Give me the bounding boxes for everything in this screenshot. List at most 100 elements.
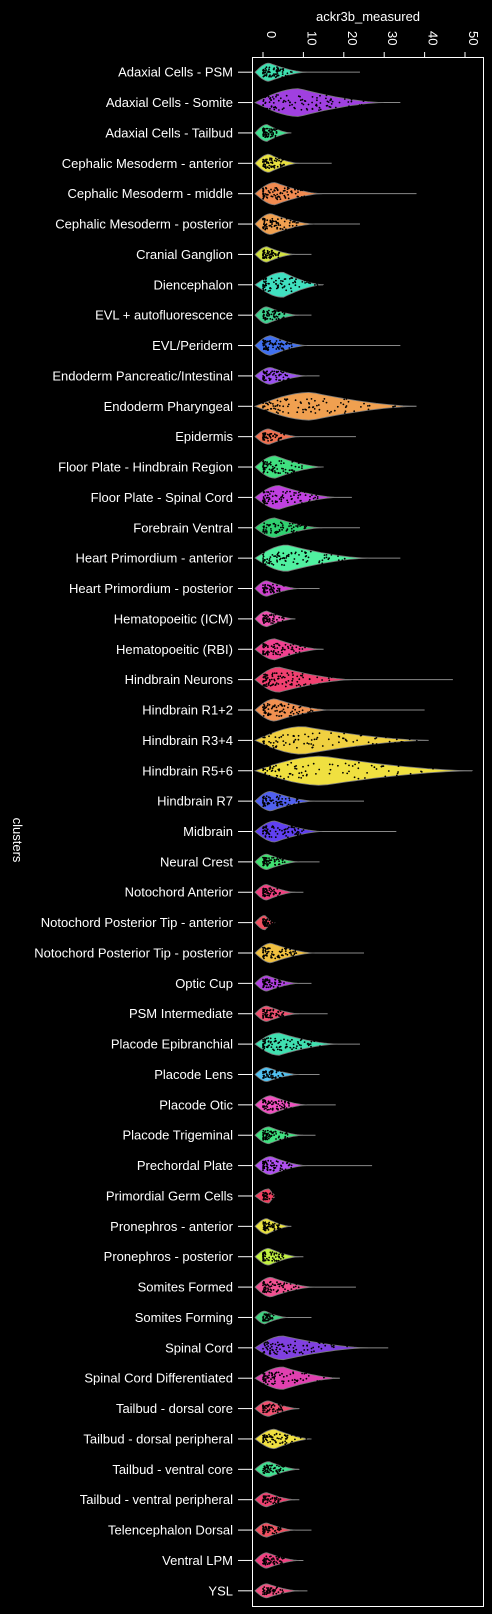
data-point [274,524,277,526]
data-point [277,1014,280,1016]
data-point [263,1131,266,1133]
data-point [266,502,269,505]
data-point [284,828,287,830]
data-point [290,551,293,554]
data-point [390,402,392,404]
data-point [272,747,275,749]
data-point [302,829,305,831]
data-point [263,1281,265,1284]
data-point [315,773,317,775]
data-point [269,436,272,439]
data-point [264,1101,267,1104]
data-point [345,550,347,552]
data-point [265,466,268,469]
data-point [323,684,326,687]
data-point [286,1130,289,1132]
category-label: Tailbud - ventral peripheral [80,1492,233,1507]
data-point [296,195,299,198]
data-point [262,1467,265,1470]
data-point [293,650,295,652]
data-point [462,762,465,765]
data-point [317,1341,320,1344]
data-point [294,1285,297,1288]
data-point [272,346,274,349]
data-point [301,712,304,715]
data-point [269,556,272,558]
data-point [306,109,309,111]
data-point [289,1046,292,1049]
data-point [316,676,319,679]
data-point [264,1378,266,1380]
data-point [281,683,284,685]
data-point [301,1352,304,1355]
data-point [307,704,309,707]
data-point [282,1285,284,1287]
category-label: YSL [208,1583,233,1598]
data-point [273,108,276,111]
data-point [301,550,303,552]
data-point [282,1382,285,1385]
data-point [273,74,276,77]
data-point [309,460,312,463]
data-point [278,109,280,111]
data-point [262,918,264,921]
data-point [331,1345,333,1348]
data-point [285,947,287,949]
violin-group [254,726,429,755]
data-point [278,405,281,407]
data-point [268,401,271,404]
data-point [272,502,274,505]
data-point [275,1592,278,1595]
data-point [274,957,277,960]
data-point [272,1048,274,1051]
data-point [265,1381,267,1384]
violin-group [254,517,360,539]
data-point [262,1070,264,1073]
data-point [338,741,340,744]
data-point [272,802,275,804]
violin-group [254,698,425,722]
data-point [311,101,313,104]
data-point [270,922,273,925]
violin-group [254,820,397,843]
data-point [264,980,267,983]
data-point [266,471,269,474]
data-point [279,1433,281,1436]
data-point [306,1349,309,1351]
data-point [269,531,272,534]
data-point [305,774,308,777]
data-point [275,1014,277,1017]
data-point [279,472,281,474]
data-point [276,559,278,562]
data-point [265,1011,268,1014]
data-point [268,254,271,256]
data-point [307,556,310,559]
data-point [272,1289,275,1291]
data-point [283,584,285,587]
data-point [271,1532,274,1535]
data-point [290,469,293,471]
data-point [277,1075,280,1077]
data-point [264,1467,266,1470]
data-point [262,460,264,463]
data-point [262,553,265,556]
violin-group [254,1366,340,1390]
data-point [298,1351,301,1354]
data-point [279,981,282,983]
data-point [350,98,353,101]
data-point [287,501,289,504]
data-point [290,472,293,474]
data-point [315,491,318,494]
data-point [275,774,278,777]
data-point [271,1075,274,1077]
data-point [272,1226,275,1229]
data-point [281,1255,284,1258]
data-point [281,950,283,953]
data-point [328,763,331,766]
data-point [279,803,282,805]
data-point [320,289,322,291]
violin-group [254,88,401,117]
data-point [270,1046,273,1048]
data-point [328,412,331,414]
data-point [275,682,278,684]
